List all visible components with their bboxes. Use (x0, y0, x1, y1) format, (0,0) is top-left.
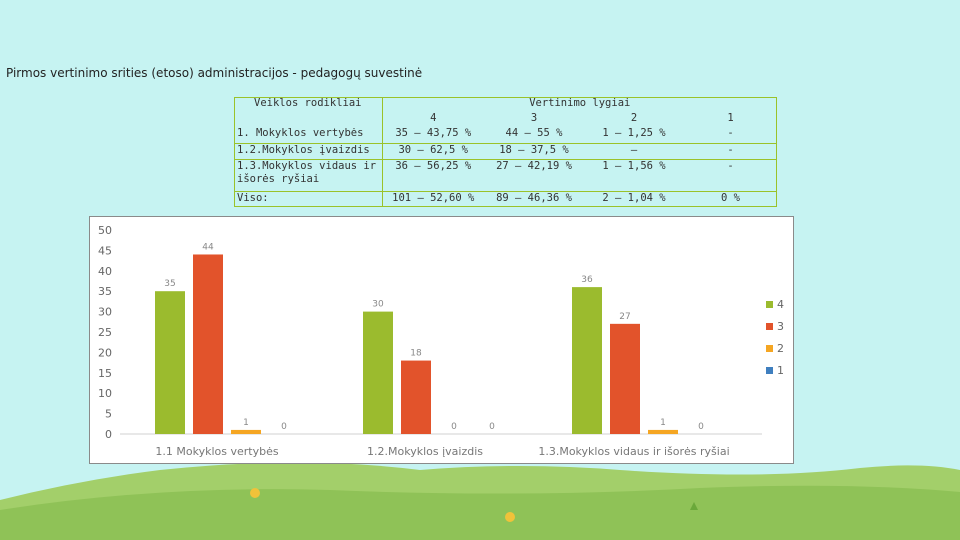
data-label: 36 (581, 275, 593, 285)
data-label: 0 (489, 422, 495, 432)
level-header: 3 (530, 112, 538, 125)
table-cell: 36 – 56,25 % (381, 159, 484, 192)
y-tick-label: 50 (98, 224, 112, 237)
table-cell: - (684, 142, 778, 160)
y-tick-label: 45 (98, 244, 112, 257)
table-row: 1.3.Mokyklos vidaus ir išorės ryšiai 36 … (234, 159, 778, 192)
bar (231, 429, 261, 434)
page-title: Pirmos vertinimo srities (etoso) adminis… (6, 66, 423, 80)
y-tick-label: 15 (98, 367, 112, 380)
table-cell: 18 – 37,5 % (484, 142, 584, 160)
data-label: 0 (698, 422, 704, 432)
table-cell: 89 – 46,36 % (484, 190, 584, 207)
legend-label: 4 (777, 298, 784, 311)
results-table: Veiklos rodikliai Vertinimo lygiai 4 3 2… (234, 97, 778, 207)
row-label: 1. Mokyklos vertybės (237, 127, 364, 140)
bar-chart: 0 5 10 15 20 25 30 35 40 45 50 35 44 1 0 1.1 Mokyklos v… (89, 216, 794, 464)
data-label: 18 (410, 349, 422, 359)
bar (155, 291, 185, 434)
table-cell: 1 – 1,56 % (584, 159, 684, 192)
table-cell: 0 % (684, 190, 778, 207)
category-label: 1.3.Mokyklos vidaus ir išorės ryšiai (538, 445, 729, 458)
table-cell: 2 – 1,04 % (584, 190, 684, 207)
legend-swatch (766, 345, 773, 352)
legend-swatch (766, 367, 773, 374)
bar (610, 323, 640, 434)
y-tick-label: 30 (98, 306, 112, 319)
legend-swatch (766, 301, 773, 308)
level-header: 1 (727, 112, 734, 125)
flower-icon (250, 488, 260, 498)
table-cell: - (684, 159, 778, 192)
y-tick-label: 0 (105, 428, 112, 441)
y-tick-label: 20 (98, 346, 112, 359)
legend-swatch (766, 323, 773, 330)
y-tick-label: 5 (105, 408, 112, 421)
data-label: 27 (619, 312, 630, 322)
table-cell: 101 – 52,60 % (381, 190, 484, 207)
data-label: 1 (660, 418, 666, 428)
table-cell: 1 – 1,25 % (602, 127, 666, 140)
category-label: 1.1 Mokyklos vertybės (155, 445, 278, 458)
table-cell: 30 – 62,5 % (381, 142, 484, 160)
header-levels: Vertinimo lygiai (381, 97, 778, 113)
level-header: 4 (381, 112, 484, 128)
y-tick-label: 25 (98, 326, 112, 339)
bar (401, 360, 431, 434)
bar (363, 311, 393, 434)
bar (572, 287, 602, 434)
header-indicators: Veiklos rodikliai (254, 97, 362, 109)
bar (648, 429, 678, 434)
row-label: Viso: (234, 190, 382, 207)
legend-label: 3 (777, 320, 784, 333)
flower-icon (505, 512, 515, 522)
legend-label: 2 (777, 342, 784, 355)
data-label: 30 (372, 300, 384, 310)
data-label: 0 (451, 422, 457, 432)
table-cell: 27 – 42,19 % (484, 159, 584, 192)
table-row: Viso: 101 – 52,60 % 89 – 46,36 % 2 – 1,0… (234, 190, 778, 207)
bar (193, 254, 223, 434)
table-row: 1. Mokyklos vertybės 35 – 43,75 % 44 – 5… (234, 127, 777, 144)
y-tick-label: 10 (98, 387, 112, 400)
data-label: 35 (164, 279, 175, 289)
category-label: 1.2.Mokyklos įvaizdis (367, 445, 483, 458)
table-cell: 35 – 43,75 % (381, 127, 484, 144)
legend-label: 1 (777, 364, 784, 377)
y-tick-label: 35 (98, 285, 112, 298)
level-header: 2 (630, 112, 638, 125)
table-row: 1.2.Mokyklos įvaizdis 30 – 62,5 % 18 – 3… (234, 142, 778, 160)
row-label: 1.3.Mokyklos vidaus ir išorės ryšiai (234, 159, 382, 192)
table-cell: 44 – 55 % (505, 127, 563, 140)
data-label: 0 (281, 422, 287, 432)
table-cell: - (727, 127, 734, 140)
table-cell: – (584, 142, 684, 160)
row-label: 1.2.Mokyklos įvaizdis (234, 142, 382, 160)
y-tick-label: 40 (98, 265, 112, 278)
data-label: 44 (202, 242, 214, 252)
data-label: 1 (243, 418, 249, 428)
